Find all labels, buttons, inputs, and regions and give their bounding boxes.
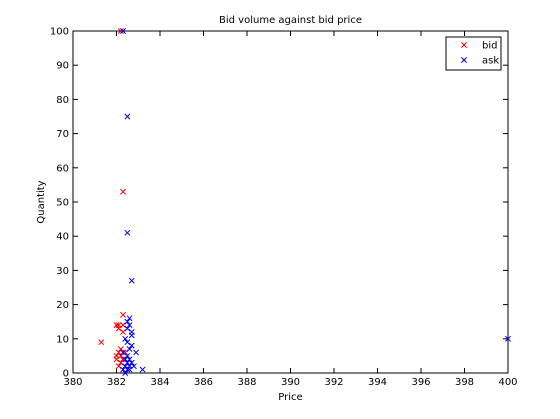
bid-point <box>120 322 126 329</box>
y-tick-label: 100 <box>50 27 69 38</box>
ask-point <box>120 366 126 373</box>
axes <box>72 30 509 374</box>
bid-point <box>120 188 126 195</box>
ask-point <box>126 346 133 353</box>
ask-point <box>128 342 135 349</box>
bid-point <box>117 28 124 34</box>
bid-point <box>113 322 120 329</box>
y-tick-label: 70 <box>56 129 69 140</box>
ask-point <box>126 315 133 322</box>
legend-marker-ask <box>461 57 467 63</box>
series-ask <box>120 28 511 376</box>
ticks: 380 382 384 386 388 390 392 394 396 398 400 0 10 20 30… <box>50 27 518 389</box>
ask-point <box>124 318 131 325</box>
x-tick-label: 386 <box>194 377 213 388</box>
plot-area <box>72 30 509 374</box>
bid-point <box>113 356 120 363</box>
ask-point <box>505 335 511 342</box>
y-tick-label: 20 <box>56 300 69 311</box>
series-bid <box>98 28 129 370</box>
y-tick-label: 60 <box>56 163 69 174</box>
x-tick-label: 384 <box>150 377 169 388</box>
ask-point <box>133 349 140 356</box>
x-tick-label: 400 <box>498 377 517 388</box>
x-tick-label: 382 <box>107 377 126 388</box>
ask-point <box>124 359 131 366</box>
ask-point <box>122 370 129 376</box>
ask-point <box>126 366 133 373</box>
ask-point <box>120 28 126 34</box>
ask-point <box>128 359 135 366</box>
bid-point <box>115 325 122 332</box>
bid-point <box>120 329 126 335</box>
ask-point <box>128 277 135 284</box>
bid-point <box>122 349 129 356</box>
x-tick-label: 380 <box>63 377 82 388</box>
bid-point <box>117 359 124 366</box>
y-tick-label: 0 <box>63 369 69 380</box>
bid-point <box>117 352 124 359</box>
ask-point <box>124 352 131 359</box>
x-tick-label: 392 <box>324 377 343 388</box>
legend-box <box>445 36 502 71</box>
ask-point <box>124 366 131 373</box>
x-tick-label: 388 <box>237 377 256 388</box>
data-points <box>98 28 511 376</box>
x-tick-label: 390 <box>281 377 300 388</box>
ask-point <box>120 349 126 356</box>
ask-point <box>122 335 129 342</box>
ask-point <box>122 363 129 370</box>
x-tick-label: 394 <box>368 377 387 388</box>
ask-point <box>130 363 137 370</box>
ask-point <box>124 113 131 120</box>
ask-point <box>139 366 146 373</box>
x-tick-label: 396 <box>411 377 430 388</box>
ask-point <box>124 325 131 332</box>
bid-point <box>98 339 105 346</box>
ask-point <box>126 356 133 363</box>
y-tick-label: 40 <box>56 232 69 243</box>
ask-point <box>126 322 133 329</box>
x-tick-label: 398 <box>455 377 474 388</box>
y-tick-label: 90 <box>56 61 69 72</box>
x-axis-label: Price <box>278 392 302 403</box>
chart-title: Bid volume against bid price <box>219 15 362 26</box>
bid-point <box>115 363 122 370</box>
legend: bid ask <box>445 36 502 71</box>
legend-label-ask: ask <box>482 56 499 67</box>
bid-point <box>120 311 126 318</box>
bid-point <box>117 346 124 353</box>
y-tick-label: 10 <box>56 334 69 345</box>
y-tick-label: 30 <box>56 266 69 277</box>
bid-point <box>120 356 126 363</box>
legend-label-bid: bid <box>482 41 497 52</box>
y-tick-label: 80 <box>56 95 69 106</box>
y-axis-label: Quantity <box>36 180 47 223</box>
ask-point <box>122 356 129 363</box>
ask-point <box>124 339 131 346</box>
ask-point <box>124 229 131 236</box>
legend-marker-bid <box>461 42 467 48</box>
ask-point <box>128 332 135 339</box>
bid-point <box>115 349 122 356</box>
y-tick-label: 50 <box>56 198 69 209</box>
